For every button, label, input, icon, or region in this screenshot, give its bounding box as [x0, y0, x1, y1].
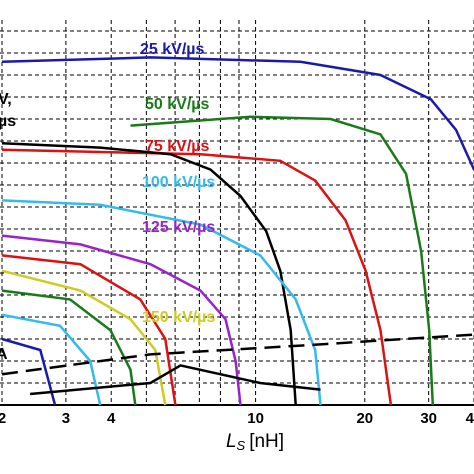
curve — [1, 56, 474, 171]
curve-label: 100 kV/µs — [142, 174, 215, 191]
x-label-symbol: L — [226, 431, 237, 452]
curve-label: 75 kV/µs — [145, 138, 209, 155]
curve — [1, 141, 297, 406]
x-tick-label: 20 — [356, 410, 373, 427]
curve-label: 150 kV/µs — [142, 309, 215, 326]
x-tick-label: 2 — [0, 410, 6, 427]
curve-label: 50 kV/µs — [145, 96, 209, 113]
curve — [1, 333, 474, 376]
annotation: V, — [0, 91, 12, 108]
x-tick-label: 4 — [107, 410, 116, 427]
curve — [1, 199, 322, 406]
curve — [1, 234, 242, 406]
annotation: A — [0, 346, 8, 363]
grid — [0, 20, 474, 406]
x-axis-label: LS [nH] — [226, 431, 284, 453]
curve — [29, 364, 321, 396]
x-label-subscript: S — [237, 438, 246, 453]
curve-label: 125 kV/µs — [142, 219, 215, 236]
x-tick-label: 30 — [420, 410, 437, 427]
curve — [1, 337, 57, 406]
curve — [1, 289, 137, 406]
curve — [1, 148, 393, 406]
curve-label: 25 kV/µs — [140, 41, 204, 58]
x-label-unit: [nH] — [249, 431, 284, 452]
curve — [1, 254, 177, 406]
curve — [1, 269, 167, 406]
curve — [1, 313, 102, 406]
labels: 2 3 4 10 20 30 40 25 kV/µs 50 kV/µs 75 kV/µs 100 k… — [0, 41, 474, 427]
x-tick-label: 3 — [62, 410, 70, 427]
annotation: µs — [0, 113, 16, 130]
lines — [1, 56, 474, 406]
x-tick-label: 10 — [247, 410, 264, 427]
x-tick-label: 40 — [466, 410, 474, 427]
curve — [130, 115, 435, 406]
